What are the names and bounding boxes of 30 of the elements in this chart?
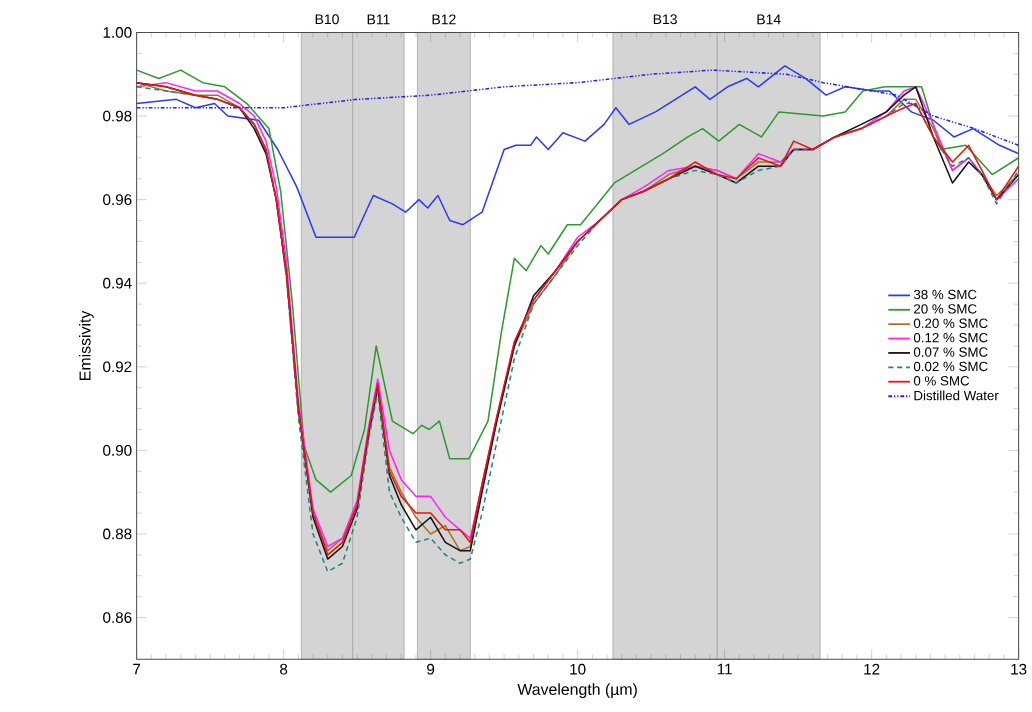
x-tick-label: 11 — [717, 663, 732, 675]
legend-label: 38 % SMC — [913, 289, 977, 300]
y-tick-label: 0.86 — [103, 612, 132, 623]
x-tick-label: 7 — [133, 663, 141, 675]
legend-label: 0.20 % SMC — [913, 318, 988, 329]
y-tick-label: 0.88 — [103, 528, 132, 540]
x-tick-label: 12 — [864, 663, 880, 675]
legend-label: 0.07 % SMC — [913, 347, 988, 357]
x-axis-title: Wavelength (µm) — [517, 683, 637, 699]
x-tick-label: 10 — [570, 663, 586, 675]
x-tick-label: 8 — [280, 663, 288, 675]
legend-label: Distilled Water — [914, 390, 999, 401]
band-label: B13 — [653, 14, 677, 25]
y-axis-title: Emissivity — [78, 310, 94, 380]
y-tick-label: 0.90 — [103, 445, 132, 456]
band-label: B10 — [315, 14, 339, 25]
y-tick-label: 0.94 — [103, 277, 132, 289]
band-label: B12 — [432, 14, 456, 25]
band-label: B11 — [367, 14, 390, 25]
y-tick-label: 0.96 — [103, 194, 132, 206]
x-tick-label: 13 — [1011, 663, 1027, 675]
legend-label: 0.02 % SMC — [913, 361, 988, 372]
x-tick-label: 9 — [427, 663, 435, 675]
y-tick-label: 0.92 — [103, 361, 132, 373]
y-tick-label: 1.00 — [103, 27, 132, 38]
legend-label: 0 % SMC — [913, 376, 970, 386]
legend-label: 0.12 % SMC — [913, 333, 988, 343]
y-tick-label: 0.98 — [103, 110, 132, 122]
band-label: B14 — [757, 14, 781, 25]
legend-label: 20 % SMC — [914, 304, 977, 314]
